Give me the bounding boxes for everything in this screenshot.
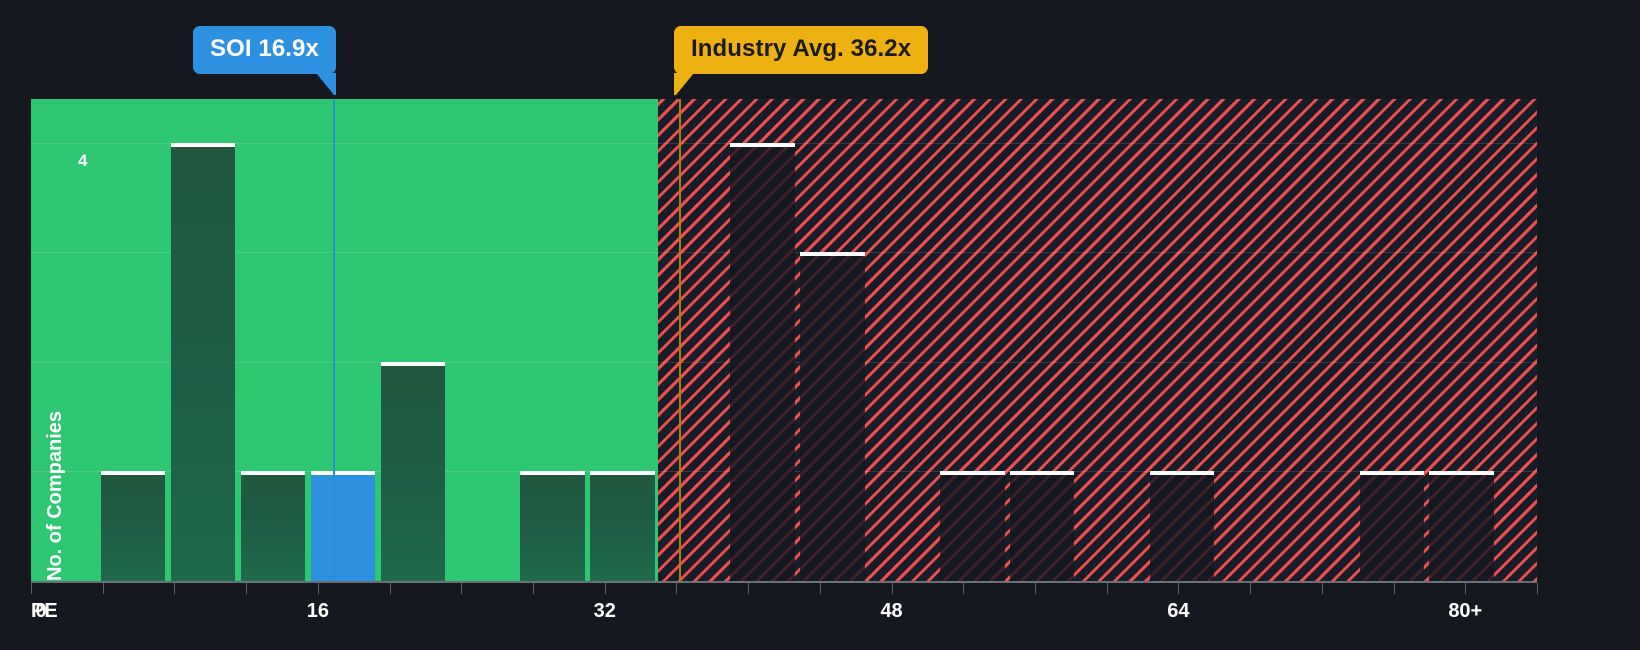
bar-fill [170,145,236,581]
x-tick [1035,583,1036,594]
bar[interactable] [730,142,795,581]
x-tick [1321,583,1323,594]
x-tick [389,583,391,594]
bar[interactable] [170,142,236,581]
callout-tail-soi [315,73,336,95]
bar[interactable] [1009,471,1075,581]
x-tick [102,583,104,594]
bar-top-cap [800,252,865,257]
x-tick-label: 16 [306,600,329,622]
x-tick-label: 0 [35,600,47,622]
x-axis-line [31,581,1537,583]
bar-top-cap [1149,471,1215,476]
bar-fill [1009,474,1075,581]
bar-top-cap [520,471,585,476]
y-axis-title: No. of Companies [44,410,66,581]
x-tick [819,583,821,594]
bar-top-cap [1429,471,1494,476]
x-tick-label: 32 [593,600,616,622]
bar[interactable] [1359,471,1425,581]
marker-line-industry [679,99,681,581]
bar[interactable] [939,471,1005,581]
bar-fill [1359,474,1425,581]
bar-top-cap [100,471,166,476]
x-tick [533,583,534,594]
x-tick-label: 48 [880,600,903,622]
callout-tail-industry [674,73,694,95]
y-axis-top-value: 4 [78,150,88,170]
x-tick [604,583,606,594]
x-tick-label: 64 [1167,600,1190,622]
bar-fill [800,255,865,581]
bar[interactable] [1429,471,1494,581]
callout-industry[interactable]: Industry Avg. 36.2x [674,26,929,74]
x-tick [1250,583,1252,594]
bar[interactable] [100,471,166,581]
x-tick [1393,583,1395,594]
callout-soi[interactable]: SOI 16.9x [192,26,336,74]
bar[interactable] [520,471,585,581]
x-tick [31,583,32,594]
bar-fill [380,364,446,581]
bar-top-cap [590,471,655,476]
bar-top-cap [1359,471,1425,476]
x-tick [1537,583,1538,594]
bar[interactable] [800,252,865,581]
bar-top-cap [310,471,376,476]
bar-fill [1149,474,1215,581]
x-tick [676,583,678,594]
x-tick-label: 80+ [1448,600,1483,622]
bar[interactable] [310,471,376,581]
bar-fill [240,474,306,581]
bar-fill [730,145,795,581]
x-tick [891,583,893,594]
bar-top-cap [380,361,446,366]
marker-line-soi [332,99,335,581]
x-tick [963,583,965,594]
x-axis-title: PE [31,600,58,622]
bar-fill [939,474,1005,581]
x-tick [1106,583,1108,594]
bar[interactable] [240,471,306,581]
bar-top-cap [240,471,306,476]
bar[interactable] [1149,471,1215,581]
bar[interactable] [380,361,446,581]
bar-top-cap [730,142,795,147]
x-tick [246,583,248,594]
x-tick [748,583,750,594]
x-tick [1465,583,1467,594]
plot-area: 4 No. of Companies [31,99,1537,581]
bar-top-cap [939,471,1005,476]
bar-fill [1429,474,1494,581]
bar-fill [310,474,376,581]
bar-fill [100,474,166,581]
bar-top-cap [1009,471,1075,476]
bar-fill [520,474,585,581]
bar[interactable] [590,471,655,581]
x-tick [174,583,176,594]
x-tick [317,583,319,594]
x-tick [461,583,463,594]
bar-top-cap [170,142,236,147]
x-tick [1178,583,1180,594]
bar-fill [590,474,655,581]
